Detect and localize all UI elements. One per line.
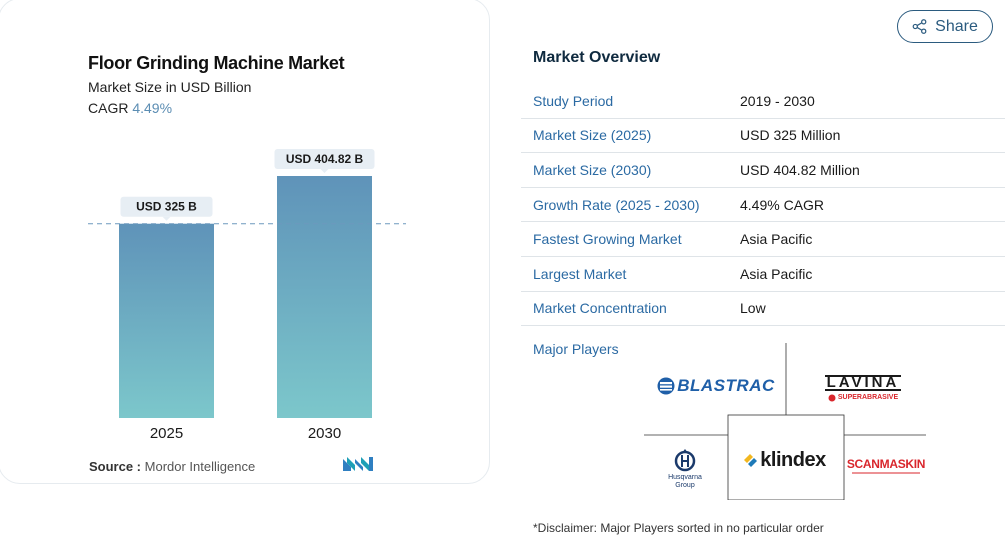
overview-row: Market Size (2030) USD 404.82 Million bbox=[521, 153, 1005, 188]
cagr-label: CAGR bbox=[88, 100, 129, 116]
overview-key[interactable]: Market Size (2025) bbox=[533, 127, 652, 144]
overview-value: 2019 - 2030 bbox=[740, 92, 815, 109]
data-label-2030: USD 404.82 B bbox=[274, 149, 375, 173]
overview-title: Market Overview bbox=[533, 49, 661, 66]
overview-row: Fastest Growing Market Asia Pacific bbox=[521, 222, 1005, 257]
overview-value: Asia Pacific bbox=[740, 231, 813, 248]
share-icon bbox=[912, 19, 927, 34]
chart-title: Floor Grinding Machine Market bbox=[88, 53, 345, 73]
data-label-2025: USD 325 B bbox=[120, 196, 213, 221]
overview-table: Study Period 2019 - 2030 Market Size (20… bbox=[521, 84, 1005, 327]
overview-value: 4.49% CAGR bbox=[740, 196, 825, 213]
overview-key[interactable]: Growth Rate (2025 - 2030) bbox=[533, 196, 700, 213]
player-lavina[interactable]: LAVINA SUPERABRASIVE bbox=[810, 371, 916, 405]
cagr-value: 4.49% bbox=[132, 100, 173, 116]
overview-row: Study Period 2019 - 2030 bbox=[521, 84, 1005, 119]
overview-value: Low bbox=[740, 300, 766, 317]
overview-key[interactable]: Study Period bbox=[533, 92, 614, 109]
overview-row: Market Size (2025) USD 325 Million bbox=[521, 119, 1005, 154]
scanmaskin-name: SCANMASKIN bbox=[846, 457, 926, 471]
klindex-name: klindex bbox=[760, 448, 826, 471]
overview-key[interactable]: Market Concentration bbox=[533, 300, 667, 317]
source-value: Mordor Intelligence bbox=[144, 459, 256, 474]
player-husqvarna[interactable]: Husqvarna Group bbox=[660, 446, 710, 492]
lavina-name: LAVINA bbox=[824, 373, 902, 391]
svg-text:USD 325 B: USD 325 B bbox=[136, 200, 197, 214]
overview-row: Largest Market Asia Pacific bbox=[521, 257, 1005, 292]
share-button[interactable]: Share bbox=[897, 10, 993, 43]
x-tick-2025: 2025 bbox=[150, 425, 183, 442]
player-klindex[interactable]: klindex bbox=[734, 446, 836, 474]
blastrac-logo-icon bbox=[657, 377, 675, 395]
overview-key[interactable]: Largest Market bbox=[533, 265, 627, 282]
klindex-logo-icon bbox=[744, 454, 758, 467]
player-scanmaskin[interactable]: SCANMASKIN bbox=[846, 455, 926, 477]
chart-subtitle: Market Size in USD Billion bbox=[88, 79, 252, 95]
overview-value: USD 325 Million bbox=[740, 127, 841, 144]
players-grid bbox=[644, 343, 926, 500]
overview-key[interactable]: Fastest Growing Market bbox=[533, 231, 682, 248]
share-label: Share bbox=[935, 17, 978, 35]
x-tick-2030: 2030 bbox=[308, 425, 341, 442]
lavina-sub: SUPERABRASIVE bbox=[828, 394, 898, 402]
overview-value: USD 404.82 Million bbox=[740, 161, 860, 178]
overview-key[interactable]: Market Size (2030) bbox=[533, 161, 652, 178]
superabrasive-icon bbox=[828, 394, 836, 401]
svg-text:USD 404.82 B: USD 404.82 B bbox=[286, 152, 364, 166]
player-blastrac[interactable]: BLASTRAC bbox=[654, 373, 778, 399]
husqvarna-logo-icon bbox=[674, 448, 696, 471]
source-key: Source : bbox=[89, 459, 142, 474]
players-title[interactable]: Major Players bbox=[533, 341, 619, 357]
chart-card bbox=[0, 0, 490, 484]
disclaimer: *Disclaimer: Major Players sorted in no … bbox=[533, 521, 824, 535]
husqvarna-name: Husqvarna Group bbox=[668, 473, 702, 489]
chart-cagr: CAGR 4.49% bbox=[88, 100, 172, 116]
bar-chart: USD 325 B 2025 USD 404.82 B 2030 bbox=[88, 149, 406, 442]
overview-row: Market Concentration Low bbox=[521, 292, 1005, 327]
scanmaskin-underline bbox=[852, 472, 920, 474]
bar-2030 bbox=[277, 176, 372, 418]
mordor-logo-icon bbox=[343, 457, 373, 471]
overview-row: Growth Rate (2025 - 2030) 4.49% CAGR bbox=[521, 188, 1005, 223]
overview-value: Asia Pacific bbox=[740, 265, 813, 282]
source-line: Source : Mordor Intelligence bbox=[89, 459, 255, 474]
blastrac-name: BLASTRAC bbox=[677, 376, 775, 395]
bar-2025 bbox=[119, 223, 214, 418]
